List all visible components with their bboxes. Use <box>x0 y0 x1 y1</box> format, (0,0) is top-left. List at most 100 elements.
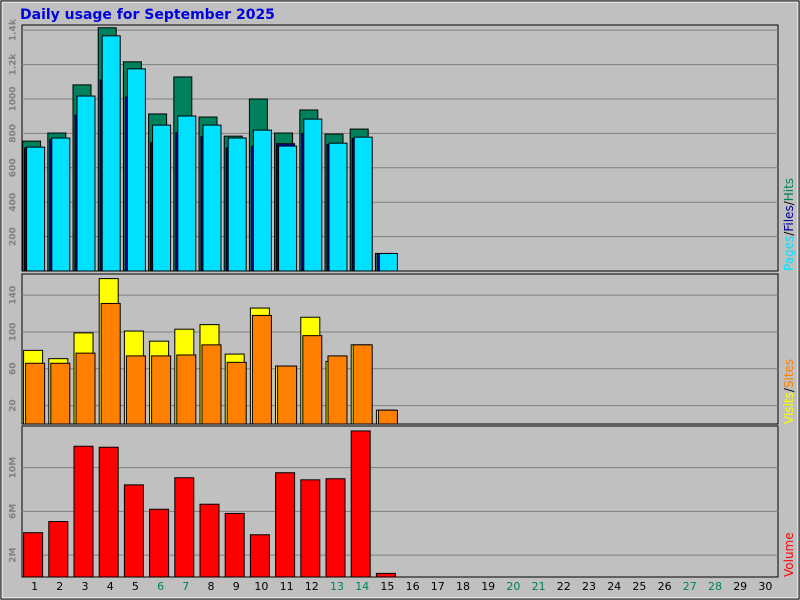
bar <box>202 124 222 272</box>
bar <box>325 478 346 578</box>
x-tick-label: 22 <box>557 580 571 593</box>
bar <box>227 137 247 272</box>
bar <box>123 484 144 578</box>
bar <box>100 302 121 425</box>
y-tick-label: 1000 <box>9 86 19 111</box>
x-tick-label: 12 <box>305 580 319 593</box>
bar <box>101 35 121 272</box>
legend: Pages/Files/Hits <box>782 178 796 271</box>
x-tick-label: 27 <box>683 580 697 593</box>
x-tick-label: 29 <box>733 580 747 593</box>
x-tick-label: 3 <box>82 580 89 593</box>
legend-separator: / <box>782 200 796 205</box>
y-tick-label: 140 <box>9 286 19 305</box>
bar <box>98 446 119 578</box>
legend-entry: Pages <box>782 236 796 271</box>
plot-area <box>21 425 779 578</box>
y-tick-label: 600 <box>9 158 19 177</box>
y-tick-label: 60 <box>9 363 19 376</box>
bar <box>23 532 44 578</box>
legend-separator: / <box>782 231 796 236</box>
legend-entry: Hits <box>782 178 796 201</box>
x-tick-label: 5 <box>132 580 139 593</box>
x-tick-label: 30 <box>758 580 772 593</box>
bar <box>252 129 272 272</box>
bar <box>277 365 298 425</box>
bar <box>176 354 197 425</box>
bar <box>224 512 245 578</box>
bar <box>126 68 146 272</box>
bar <box>25 362 46 425</box>
x-tick-label: 28 <box>708 580 722 593</box>
legend-entry: Sites <box>782 359 796 388</box>
bar <box>50 362 71 425</box>
x-tick-label: 10 <box>254 580 268 593</box>
bar <box>152 124 172 272</box>
bar <box>48 521 69 578</box>
bar <box>201 344 222 425</box>
y-tick-label: 10M <box>9 457 19 479</box>
bar <box>226 361 247 425</box>
x-tick-label: 23 <box>582 580 596 593</box>
y-tick-label: 20 <box>9 399 19 412</box>
x-tick-label: 6 <box>157 580 164 593</box>
bar <box>174 477 195 578</box>
bar <box>302 335 323 425</box>
bar <box>377 409 398 425</box>
plot-area <box>21 24 779 272</box>
bar <box>177 115 197 272</box>
x-tick-label: 11 <box>280 580 294 593</box>
y-tick-label: 100 <box>9 323 19 342</box>
bar <box>352 344 373 425</box>
bar <box>75 352 96 425</box>
bar <box>251 314 272 425</box>
x-tick-label: 25 <box>632 580 646 593</box>
x-tick-label: 7 <box>182 580 189 593</box>
legend: Visits/Sites <box>782 359 796 424</box>
x-tick-label: 8 <box>208 580 215 593</box>
y-tick-label: 400 <box>9 193 19 212</box>
legend-entry: Files <box>782 205 796 231</box>
bar <box>249 534 270 578</box>
x-tick-label: 16 <box>406 580 420 593</box>
y-tick-label: 200 <box>9 227 19 246</box>
bar <box>26 146 46 272</box>
chart-title: Daily usage for September 2025 <box>20 7 275 23</box>
bar <box>328 142 348 272</box>
x-tick-label: 26 <box>658 580 672 593</box>
y-tick-label: 6M <box>9 504 19 519</box>
bar <box>353 136 373 272</box>
legend-entry: Visits <box>782 392 796 424</box>
x-tick-label: 19 <box>481 580 495 593</box>
x-tick-label: 13 <box>330 580 344 593</box>
bar <box>125 355 146 425</box>
y-tick-label: 1.2k <box>9 53 19 76</box>
plot-area <box>21 273 779 425</box>
bar <box>73 445 94 578</box>
bar <box>350 430 371 578</box>
y-tick-label: 1.4k <box>9 18 19 41</box>
x-tick-label: 14 <box>355 580 369 593</box>
x-tick-label: 18 <box>456 580 470 593</box>
bar <box>76 95 96 272</box>
legend: Volume <box>782 532 796 577</box>
bar <box>199 503 220 578</box>
x-tick-label: 2 <box>56 580 63 593</box>
bar <box>278 145 298 272</box>
bar <box>375 572 396 578</box>
x-tick-label: 24 <box>607 580 621 593</box>
x-tick-label: 17 <box>431 580 445 593</box>
x-tick-label: 20 <box>506 580 520 593</box>
y-tick-label: 2M <box>9 547 19 562</box>
bar <box>51 137 71 272</box>
bar <box>378 252 398 272</box>
x-tick-label: 15 <box>380 580 394 593</box>
x-tick-label: 21 <box>532 580 546 593</box>
x-tick-label: 4 <box>107 580 114 593</box>
bar <box>151 355 172 425</box>
bar <box>300 479 321 578</box>
legend-entry: Volume <box>782 532 796 577</box>
